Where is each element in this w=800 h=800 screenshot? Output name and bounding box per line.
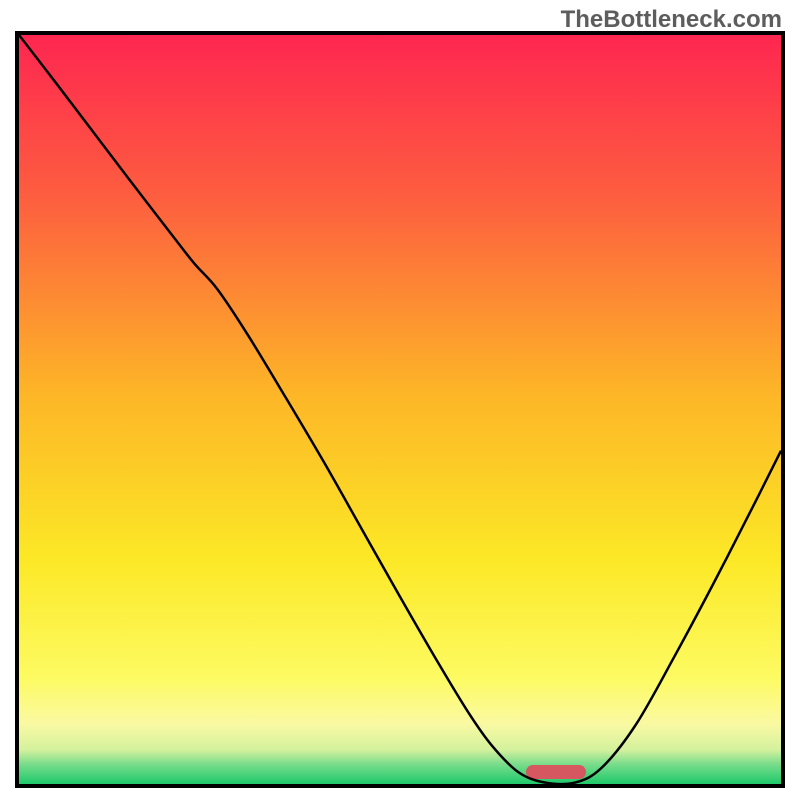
plot-area	[15, 31, 785, 788]
watermark-text: TheBottleneck.com	[561, 6, 782, 34]
chart-container: TheBottleneck.com	[0, 0, 800, 800]
bottleneck-curve	[19, 35, 781, 784]
